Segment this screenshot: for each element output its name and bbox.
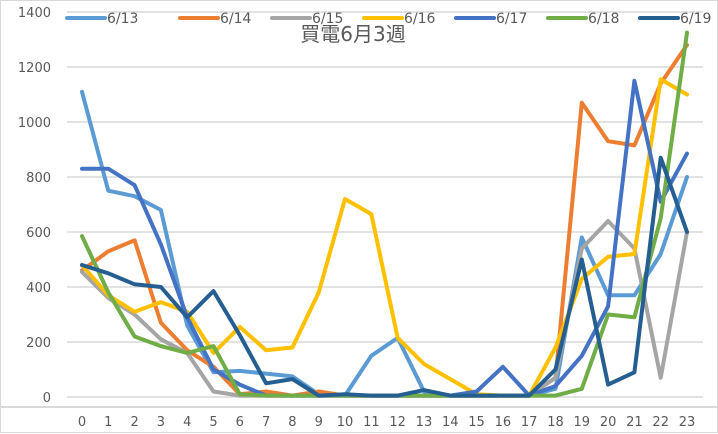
legend-item-6-14: 6/14 <box>178 11 252 27</box>
x-tick-label: 14 <box>442 415 459 430</box>
legend-label: 6/16 <box>404 11 436 27</box>
x-tick-label: 19 <box>574 415 591 430</box>
legend-label: 6/19 <box>680 11 711 27</box>
x-tick-label: 5 <box>209 415 217 430</box>
x-tick-label: 8 <box>288 415 296 430</box>
series-line-6-18 <box>80 30 689 398</box>
legend-item-6-16: 6/16 <box>362 11 436 27</box>
x-axis-labels: 0 1 2 3 4 5 6 7 8 9 10 11 12 13 14 15 16 17 18 19 20 21 22 23 <box>78 415 695 430</box>
legend-item-6-15: 6/15 <box>270 11 343 27</box>
y-tick-label: 1200 <box>18 61 51 76</box>
x-tick-label: 22 <box>652 415 669 430</box>
y-tick-label: 400 <box>26 281 51 296</box>
x-tick-label: 17 <box>521 415 538 430</box>
x-tick-label: 18 <box>547 415 564 430</box>
chart-title: 買電6月3週 <box>300 22 405 46</box>
series-lines <box>80 30 689 398</box>
series-line-6-19 <box>80 155 689 398</box>
legend-item-6-19: 6/19 <box>638 11 711 27</box>
x-tick-label: 13 <box>416 415 433 430</box>
y-tick-label: 0 <box>43 391 51 406</box>
x-tick-label: 3 <box>157 415 165 430</box>
x-tick-label: 10 <box>337 415 354 430</box>
x-tick-label: 15 <box>468 415 485 430</box>
legend-item-6-13: 6/13 <box>65 11 138 27</box>
legend-item-6-18: 6/18 <box>546 11 619 27</box>
x-tick-label: 23 <box>679 415 696 430</box>
y-tick-label: 1400 <box>18 6 51 21</box>
y-axis-labels: 0 200 400 600 800 1000 1200 1400 <box>18 6 51 406</box>
x-tick-label: 11 <box>363 415 380 430</box>
x-tick-label: 7 <box>262 415 270 430</box>
x-tick-label: 6 <box>236 415 244 430</box>
legend-label: 6/18 <box>588 11 619 27</box>
x-tick-label: 12 <box>389 415 406 430</box>
legend-label: 6/17 <box>496 11 527 27</box>
y-tick-label: 1000 <box>18 116 51 131</box>
x-tick-label: 1 <box>104 415 112 430</box>
x-tick-label: 0 <box>78 415 86 430</box>
legend-label: 6/13 <box>107 11 138 27</box>
legend-label: 6/15 <box>312 11 343 27</box>
legend-item-6-17: 6/17 <box>454 11 527 27</box>
x-tick-label: 20 <box>600 415 617 430</box>
x-tick-label: 2 <box>130 415 138 430</box>
legend: 6/13 6/14 6/15 6/16 6/17 6/18 6/19 <box>65 11 711 27</box>
y-tick-label: 800 <box>26 171 51 186</box>
x-tick-label: 9 <box>315 415 323 430</box>
x-tick-label: 4 <box>183 415 191 430</box>
y-tick-label: 200 <box>26 336 51 351</box>
gridlines <box>1 11 718 408</box>
y-tick-label: 600 <box>26 226 51 241</box>
x-tick-label: 21 <box>626 415 643 430</box>
legend-label: 6/14 <box>220 11 252 27</box>
x-tick-label: 16 <box>495 415 512 430</box>
